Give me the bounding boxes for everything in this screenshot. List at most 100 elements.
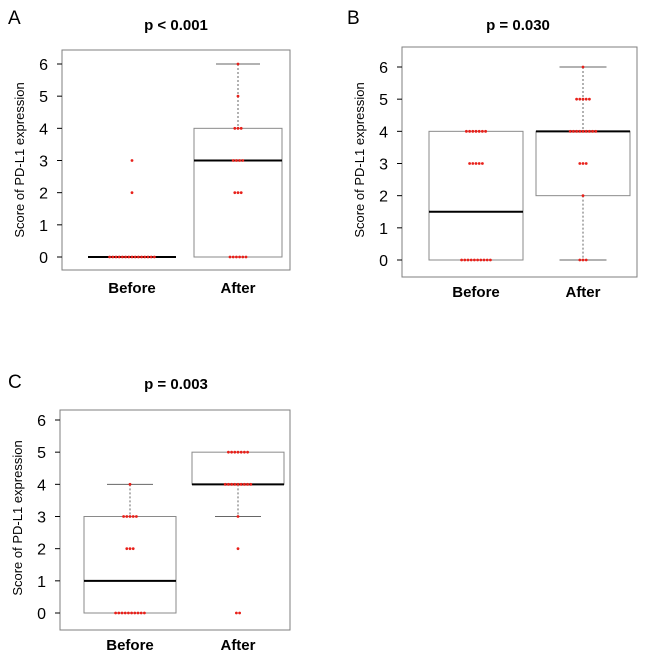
y-tick-label: 3	[37, 510, 46, 527]
data-point	[133, 255, 137, 259]
data-point	[476, 258, 479, 262]
panel-label: B	[347, 8, 360, 29]
y-tick-label: 5	[37, 445, 46, 462]
data-point	[578, 97, 582, 101]
y-tick-label: 4	[37, 477, 46, 494]
data-point	[236, 450, 240, 454]
data-point	[126, 611, 130, 615]
data-point	[121, 255, 124, 259]
data-point	[120, 611, 124, 615]
data-point	[135, 515, 138, 518]
data-point	[235, 611, 238, 615]
data-point	[463, 258, 467, 262]
x-tick-label: Before	[106, 637, 154, 654]
y-tick-label: 2	[37, 542, 46, 559]
data-point	[246, 450, 250, 454]
data-point	[235, 255, 238, 259]
data-point	[111, 255, 115, 259]
data-point	[482, 258, 486, 262]
data-point	[477, 162, 481, 165]
y-axis-label: Score of PD-L1 expression	[12, 82, 27, 237]
data-point	[477, 129, 481, 133]
chart-title: p < 0.001	[144, 17, 208, 34]
data-point	[238, 611, 242, 615]
data-point	[125, 515, 129, 518]
data-point	[235, 159, 238, 162]
data-point	[131, 547, 135, 551]
data-point	[578, 258, 582, 262]
data-point	[137, 255, 140, 259]
data-point	[117, 611, 121, 615]
panel-label: C	[8, 372, 22, 393]
data-point	[233, 126, 237, 130]
y-tick-label: 4	[379, 124, 388, 141]
data-point	[575, 129, 578, 133]
data-point	[108, 255, 111, 259]
data-point	[479, 258, 483, 262]
data-point	[128, 547, 132, 551]
data-point	[239, 482, 243, 486]
data-point	[125, 547, 129, 551]
data-point	[465, 129, 468, 133]
x-tick-label: Before	[452, 284, 500, 301]
data-point	[581, 97, 585, 101]
x-tick-label: After	[220, 280, 255, 297]
data-point	[139, 611, 143, 615]
data-point	[236, 515, 240, 518]
chart-title: p = 0.030	[486, 17, 550, 34]
plot-frame	[59, 409, 291, 631]
data-point	[239, 450, 243, 454]
data-point	[581, 129, 585, 133]
data-point	[581, 194, 585, 198]
data-point	[581, 65, 585, 69]
data-point	[243, 450, 246, 454]
data-point	[474, 129, 478, 133]
data-point	[123, 611, 127, 615]
data-point	[584, 129, 588, 133]
data-point	[241, 159, 245, 162]
data-point	[228, 255, 232, 259]
data-point	[246, 482, 250, 486]
data-point	[584, 258, 588, 262]
y-tick-label: 1	[37, 574, 46, 591]
data-point	[485, 258, 489, 262]
plot-frame	[401, 46, 638, 278]
box-rect	[428, 130, 524, 261]
data-point	[481, 129, 484, 133]
data-point	[114, 611, 117, 615]
data-point	[481, 162, 484, 165]
data-point	[581, 162, 585, 165]
data-point	[236, 94, 240, 98]
data-point	[594, 129, 598, 133]
data-point	[471, 129, 475, 133]
y-tick-label: 6	[39, 57, 48, 74]
data-point	[130, 159, 134, 162]
data-point	[249, 482, 253, 486]
data-point	[128, 515, 132, 518]
data-point	[489, 258, 492, 262]
data-point	[231, 159, 235, 162]
data-point	[236, 547, 240, 551]
data-point	[153, 255, 156, 259]
data-point	[236, 126, 240, 130]
y-tick-label: 0	[39, 250, 48, 267]
panel-a: A p < 0.001 Score of PD-L1 expression 0 1…	[8, 8, 291, 297]
data-point	[223, 482, 227, 486]
data-point	[143, 611, 146, 615]
data-point	[128, 482, 132, 486]
x-tick-label: After	[220, 637, 255, 654]
panel-b: B p = 0.030 Score of PD-L1 expression 0 1…	[347, 8, 638, 301]
box-rect	[191, 451, 285, 485]
data-point	[133, 611, 137, 615]
data-point	[473, 258, 476, 262]
data-point	[233, 191, 237, 195]
data-point	[136, 611, 140, 615]
data-point	[117, 255, 121, 259]
y-tick-label: 6	[379, 60, 388, 77]
data-point	[236, 482, 240, 486]
data-point	[227, 450, 230, 454]
y-tick-label: 1	[39, 218, 48, 235]
y-tick-label: 3	[379, 157, 388, 174]
y-axis-label: Score of PD-L1 expression	[352, 82, 367, 237]
